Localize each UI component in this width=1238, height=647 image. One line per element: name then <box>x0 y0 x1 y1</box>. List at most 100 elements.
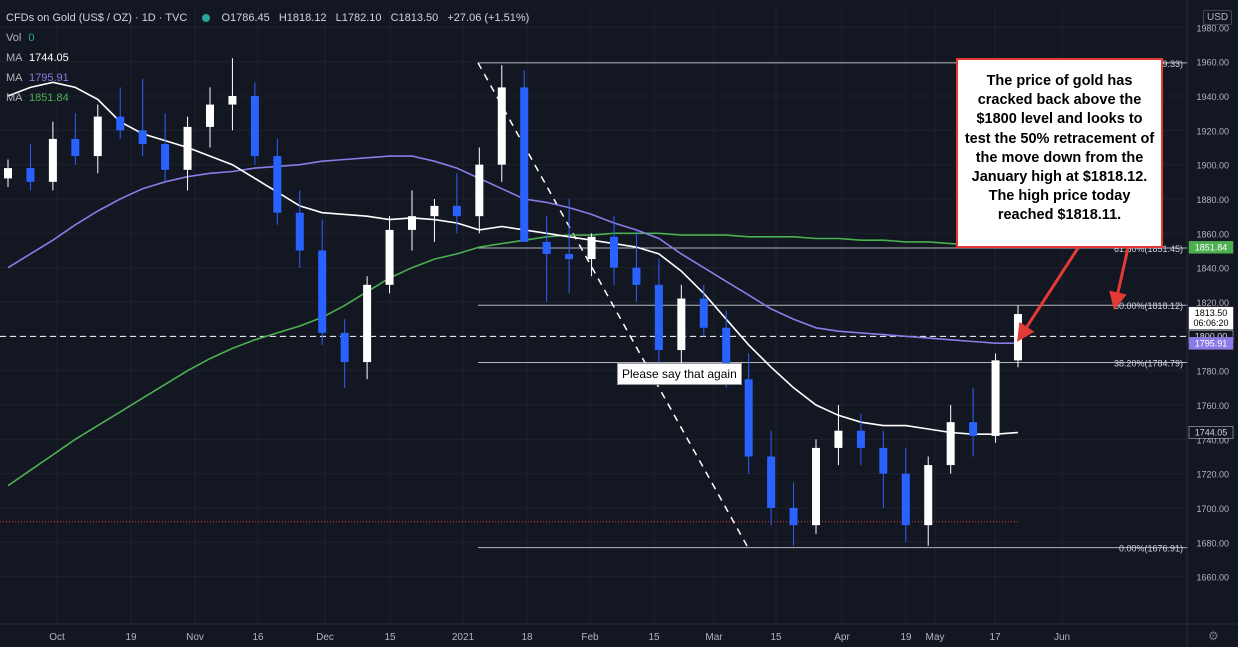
candle-body <box>1014 314 1022 361</box>
time-axis[interactable]: Oct 19 Nov 16 Dec 15 2021 18 Feb 15 Mar 15 Apr 19 May 1… <box>0 623 1238 643</box>
ohlc-low: L1782.10 <box>335 12 382 24</box>
candle-body <box>879 447 888 474</box>
price-tick-label: 1900.00 <box>1196 161 1229 171</box>
time-tick-label: Nov <box>186 632 204 643</box>
time-tick-label: Apr <box>834 632 850 643</box>
price-tick-label: 1780.00 <box>1196 367 1229 377</box>
candle-body <box>295 212 304 251</box>
candle-body <box>206 104 214 127</box>
candle-body <box>48 138 57 182</box>
fib-level-label: (1959.33) <box>1144 59 1183 69</box>
fib-level-label: 38.20%(1784.79) <box>1114 358 1183 368</box>
candle-body <box>71 138 80 157</box>
time-tick-label: 15 <box>770 632 782 643</box>
volume-row[interactable]: Vol 0 <box>6 28 535 48</box>
price-label-box <box>1188 426 1234 439</box>
candle-body <box>116 116 125 131</box>
time-tick-label: 15 <box>384 632 396 643</box>
candle-body <box>946 422 955 466</box>
candle-body <box>789 508 798 526</box>
ma-value: 1795.91 <box>28 72 69 84</box>
ma-mid-line <box>7 155 1018 344</box>
price-label-value: 1800.00 <box>1195 331 1228 341</box>
candle-body <box>677 298 686 351</box>
ohlc-close: C1813.50 <box>390 12 439 24</box>
candle-body <box>587 236 596 260</box>
candle-body <box>520 87 529 242</box>
candle-body <box>497 87 506 165</box>
ma-label: MA <box>6 92 22 104</box>
chart-legend: CFDs on Gold (US$ / OZ) · 1D · TVC O1786… <box>6 8 535 108</box>
ma-label: MA <box>6 72 22 84</box>
symbol-title[interactable]: CFDs on Gold (US$ / OZ) · 1D · TVC <box>6 12 188 24</box>
candlesticks <box>4 58 1022 546</box>
ma-long-line <box>7 232 1018 487</box>
gear-icon[interactable]: ⚙ <box>1208 629 1219 643</box>
price-tick-label: 1680.00 <box>1196 538 1229 548</box>
ohlc-change: +27.06 (+1.51%) <box>447 12 530 24</box>
candle-body <box>363 284 372 363</box>
ma-row-2[interactable]: MA 1795.91 <box>6 68 535 88</box>
candle-body <box>93 116 102 157</box>
price-label-value: 1851.84 <box>1195 242 1228 252</box>
annotation-callout: The price of gold has cracked back above… <box>956 58 1163 248</box>
arrow-to-price <box>1017 247 1080 342</box>
volume-label: Vol <box>6 32 22 44</box>
price-tick-label: 1860.00 <box>1196 229 1229 239</box>
candle-body <box>340 332 349 363</box>
candle-body <box>565 253 574 260</box>
price-label-box <box>1188 337 1234 350</box>
candle-body <box>901 473 910 526</box>
ma-row-3[interactable]: MA 1851.84 <box>6 88 535 108</box>
price-axis[interactable]: 1660.00 1680.00 1700.00 1720.00 1740.00 1760.… <box>1186 0 1234 647</box>
fib-level-label: 50.00%(1818.12) <box>1114 301 1183 311</box>
time-tick-label: Oct <box>49 632 65 643</box>
time-tick-label: 19 <box>125 632 137 643</box>
ma-row-1[interactable]: MA 1744.05 <box>6 48 535 68</box>
market-status-icon <box>202 14 211 22</box>
time-tick-label: May <box>926 632 945 643</box>
candle-body <box>161 144 170 170</box>
price-tick-label: 1740.00 <box>1196 435 1229 445</box>
price-tick-label: 1720.00 <box>1196 470 1229 480</box>
fib-level-label: 0.00%(1676.91) <box>1119 544 1183 554</box>
time-tick-label: Feb <box>581 632 599 643</box>
candle-body <box>924 465 933 526</box>
candle-body <box>408 216 416 230</box>
candle-body <box>812 447 820 526</box>
time-tick-label: 18 <box>521 632 533 643</box>
candle-body <box>856 430 865 448</box>
candle-body <box>991 360 1000 436</box>
price-tick-label: 1700.00 <box>1196 504 1229 514</box>
candle-body <box>4 168 12 179</box>
price-label-value: 1744.05 <box>1195 427 1228 437</box>
candle-body <box>430 205 439 217</box>
price-tick-label: 1760.00 <box>1196 401 1229 411</box>
price-tick-label: 1980.00 <box>1196 23 1229 33</box>
fibonacci-retracement[interactable]: 0.00%(1676.91) 38.20%(1784.79) 50.00%(1818… <box>0 59 1188 554</box>
time-tick-label: Jun <box>1054 632 1070 643</box>
symbol-row: CFDs on Gold (US$ / OZ) · 1D · TVC O1786… <box>6 8 535 28</box>
ma-label: MA <box>6 52 22 64</box>
candle-body <box>26 168 35 182</box>
time-tick-label: 17 <box>989 632 1001 643</box>
candle-body <box>722 327 731 380</box>
candle-body <box>475 164 484 217</box>
candle-body <box>138 130 147 145</box>
candle-body <box>452 205 461 217</box>
candle-body <box>318 250 327 333</box>
candle-body <box>632 267 641 285</box>
currency-label[interactable]: USD <box>1203 10 1233 25</box>
callout-arrows <box>1017 247 1130 342</box>
ohlc-high: H1818.12 <box>278 12 327 24</box>
candle-body <box>767 456 776 508</box>
candle-body <box>250 96 259 157</box>
candle-body <box>834 430 843 448</box>
ohlc-open: O1786.45 <box>221 12 270 24</box>
price-label-countdown: 06:06:20 <box>1193 318 1228 328</box>
fib-level-label: 61.80%(1851.45) <box>1114 244 1183 254</box>
moving-averages <box>7 81 1019 487</box>
ma-value: 1851.84 <box>28 92 69 104</box>
candle-body <box>610 236 618 268</box>
